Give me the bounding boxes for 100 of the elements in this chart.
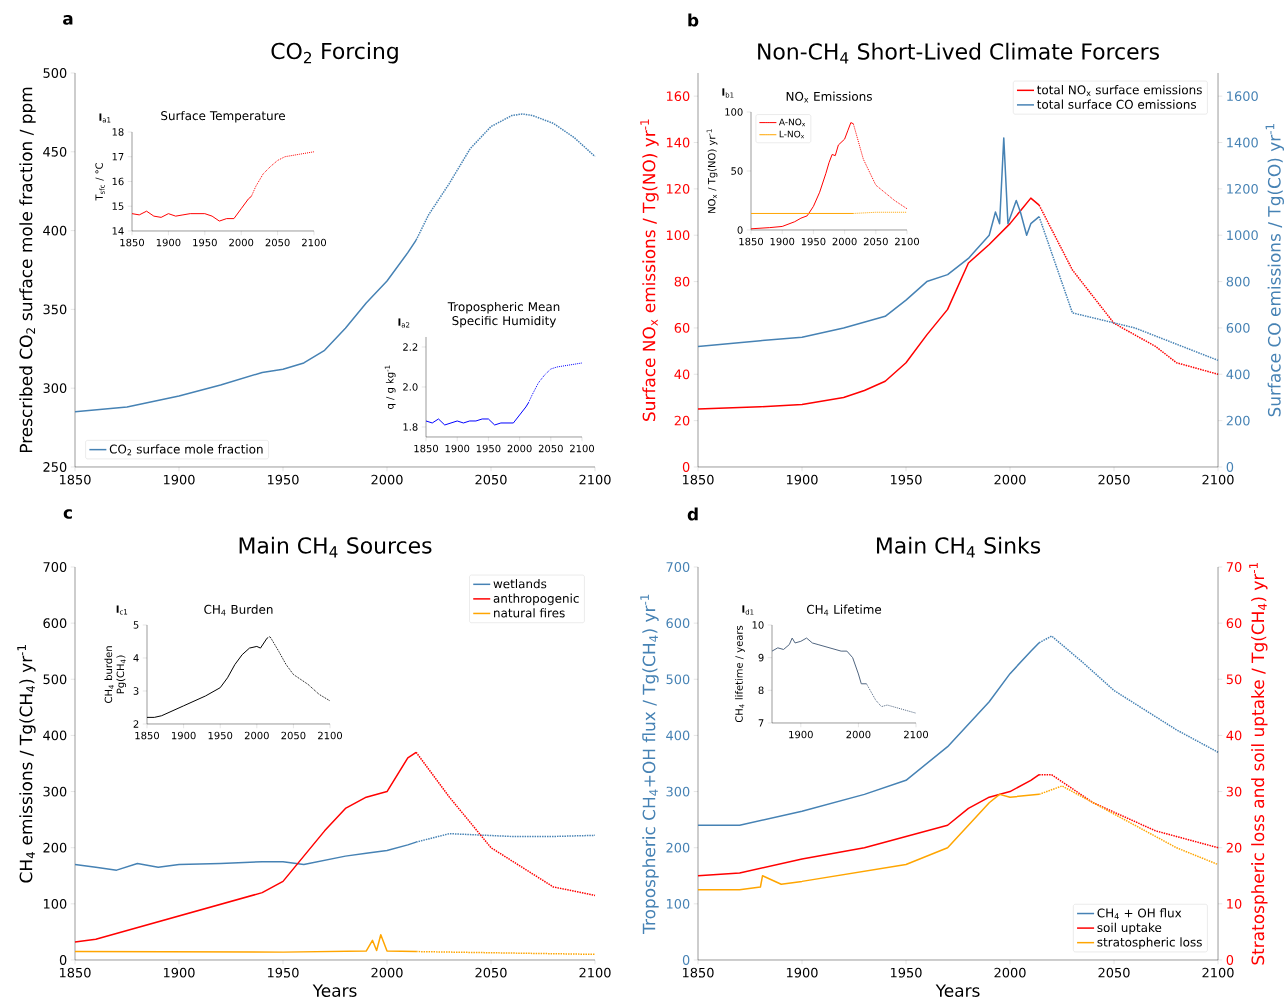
y-tick-label: 400 bbox=[43, 730, 67, 741]
y-axis-title: CH$_{4}$ emissions / Tg(CH$_{4}$) yr$^{-1}$ bbox=[17, 645, 36, 883]
x-tick-label: 2100 bbox=[570, 444, 595, 453]
y-tick-label: 50 bbox=[731, 167, 743, 175]
x-tick-label: 2000 bbox=[507, 444, 532, 453]
x-tick-label: 2050 bbox=[538, 444, 563, 453]
y-axis-title: Surface NO$_{x}$ emissions / Tg(NO) yr$^{-1}$ bbox=[640, 119, 659, 421]
y-tick-label: 700 bbox=[43, 562, 67, 572]
y-axis-title: Prescribed CO$_{2}$ surface mole fraction / ppm bbox=[19, 87, 36, 453]
y-tick-label: 250 bbox=[43, 462, 67, 472]
x-axis-title: Years bbox=[935, 984, 980, 997]
y2-tick-label: 1400 bbox=[1227, 137, 1258, 148]
annotation: I$_{d1}$ bbox=[742, 605, 754, 615]
x-tick-label: 1900 bbox=[156, 238, 181, 247]
y-tick-label: 1.8 bbox=[403, 423, 418, 431]
chart-title: Non-CH$_{4}$ Short-Lived Climate Forcers bbox=[758, 42, 1159, 64]
y-tick-label: 120 bbox=[666, 183, 690, 194]
x-tick-label: 2050 bbox=[1098, 967, 1130, 978]
y2-tick-label: 70 bbox=[1226, 562, 1242, 572]
text: c bbox=[63, 509, 72, 519]
x-tick-label: 1850 bbox=[682, 474, 714, 485]
y-tick-label: 3 bbox=[133, 687, 139, 695]
legend-label: total surface CO emissions bbox=[1037, 99, 1197, 109]
y2-tick-label: 0 bbox=[1226, 462, 1234, 472]
y-tick-label: 2.2 bbox=[403, 343, 418, 351]
x-tick-label: 2000 bbox=[229, 238, 254, 247]
y-tick-label: 160 bbox=[666, 91, 690, 102]
x-tick-label: 1950 bbox=[476, 444, 501, 453]
y-tick-label: 500 bbox=[43, 68, 67, 78]
y-tick-label: 80 bbox=[674, 276, 690, 287]
x-tick-label: 2050 bbox=[265, 238, 290, 247]
legend-label: L-NO$_{x}$ bbox=[779, 130, 805, 139]
x-tick-label: 2000 bbox=[371, 967, 403, 978]
chart-title: CO$_{2}$ Forcing bbox=[271, 42, 398, 64]
annotation: I$_{a1}$ bbox=[99, 113, 111, 123]
x-axis-title: Years bbox=[312, 984, 357, 997]
y-tick-label: 600 bbox=[43, 618, 67, 629]
chart-title: Surface Temperature bbox=[161, 110, 286, 123]
x-tick-label: 1900 bbox=[163, 967, 195, 978]
x-tick-label: 2100 bbox=[1202, 967, 1234, 978]
x-tick-label: 2050 bbox=[475, 474, 507, 485]
y2-tick-label: 50 bbox=[1226, 674, 1242, 685]
y-tick-label: 9 bbox=[758, 653, 764, 662]
y-tick-label: 14 bbox=[112, 227, 124, 235]
x-tick-label: 1950 bbox=[267, 474, 299, 485]
x-tick-label: 1950 bbox=[890, 474, 922, 485]
legend-label: CO$_{2}$ surface mole fraction bbox=[109, 444, 263, 456]
x-tick-label: 1900 bbox=[789, 730, 813, 739]
y2-axis-title: Stratospheric loss and soil uptake / Tg(CH$_{4}$) yr$^{-1}$ bbox=[1249, 562, 1268, 965]
y2-tick-label: 400 bbox=[1226, 369, 1250, 380]
y-tick-label: 100 bbox=[666, 230, 690, 241]
y-tick-label: 7 bbox=[758, 719, 764, 727]
x-tick-label: 2000 bbox=[244, 731, 269, 740]
legend-label: anthropogenic bbox=[493, 593, 579, 606]
legend-label: natural fires bbox=[494, 608, 565, 618]
text: a bbox=[63, 15, 73, 25]
y2-tick-label: 40 bbox=[1226, 730, 1242, 741]
y2-tick-label: 60 bbox=[1226, 618, 1242, 629]
y-axis-title: q / g kg$^{-1}$ bbox=[384, 365, 396, 409]
chart-title: NO$_{x}$ Emissions bbox=[786, 91, 872, 103]
x-tick-label: 2050 bbox=[863, 237, 888, 246]
x-tick-label: 1950 bbox=[801, 237, 826, 246]
y-tick-label: 15 bbox=[112, 202, 124, 210]
x-tick-label: 1850 bbox=[120, 238, 145, 247]
y-tick-label: 2.0 bbox=[403, 383, 418, 391]
x-tick-label: 2000 bbox=[832, 237, 857, 246]
y-tick-label: 16 bbox=[112, 177, 124, 186]
y-tick-label: 0 bbox=[682, 462, 690, 472]
y2-tick-label: 10 bbox=[1227, 898, 1242, 909]
x-tick-label: 2000 bbox=[994, 967, 1026, 978]
y-tick-label: 10 bbox=[752, 621, 764, 629]
x-tick-label: 2000 bbox=[994, 474, 1026, 485]
x-tick-label: 2100 bbox=[904, 730, 929, 739]
y-tick-label: 500 bbox=[43, 674, 67, 685]
y2-tick-label: 1600 bbox=[1227, 91, 1258, 102]
y-tick-label: 300 bbox=[666, 786, 690, 797]
x-tick-label: 2000 bbox=[846, 730, 871, 739]
x-tick-label: 1950 bbox=[208, 731, 233, 740]
text: d bbox=[687, 507, 698, 521]
y-tick-label: 0 bbox=[737, 226, 743, 234]
annotation: I$_{b1}$ bbox=[722, 88, 734, 98]
y-tick-label: 100 bbox=[666, 898, 690, 909]
y-tick-label: 0 bbox=[682, 955, 690, 965]
y2-tick-label: 1000 bbox=[1227, 230, 1258, 241]
x-tick-label: 1900 bbox=[786, 474, 818, 485]
legend-label: CH$_{4}$ + OH flux bbox=[1097, 908, 1182, 920]
chart-title: CH$_{4}$ Lifetime bbox=[806, 604, 882, 616]
y-tick-label: 2 bbox=[133, 720, 139, 728]
legend-label: wetlands bbox=[493, 579, 547, 589]
y-tick-label: 200 bbox=[666, 842, 690, 853]
x-tick-label: 1850 bbox=[59, 967, 91, 978]
y2-tick-label: 1200 bbox=[1227, 183, 1258, 194]
y-tick-label: 400 bbox=[43, 225, 67, 236]
y-tick-label: 100 bbox=[43, 898, 67, 909]
y-tick-label: 300 bbox=[43, 383, 67, 394]
x-tick-label: 2050 bbox=[1098, 474, 1130, 485]
x-tick-label: 2000 bbox=[371, 474, 403, 485]
y2-tick-label: 0 bbox=[1226, 955, 1234, 965]
y-axis-title: NO$_{x}$ / Tg(NO) yr$^{-1}$ bbox=[706, 129, 718, 213]
y-tick-label: 17 bbox=[112, 153, 124, 161]
